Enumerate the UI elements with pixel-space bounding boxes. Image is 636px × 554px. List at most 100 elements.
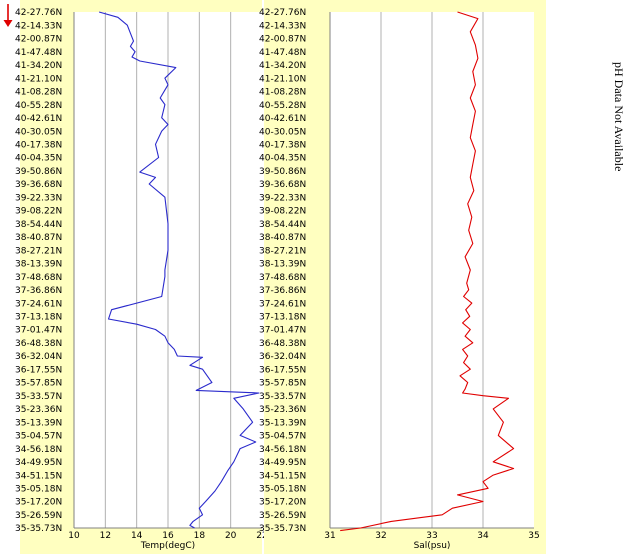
y-tick-label: 36-48.38N (259, 339, 306, 349)
y-tick-label: 36-32.04N (15, 352, 62, 362)
y-tick-label: 35-13.39N (259, 418, 306, 428)
y-tick-label: 35-04.57N (15, 432, 62, 442)
y-tick-label: 35-26.59N (15, 511, 62, 521)
salinity-chart: 31 32 33 34 35 42-27.76N 42-14.33N 42-00.87N 41-… (259, 0, 546, 554)
y-tick-label: 35-57.85N (259, 379, 306, 389)
y-tick-label: 37-36.86N (15, 286, 62, 296)
x-tick-label: 12 (100, 531, 111, 541)
x-axis-label: Sal(psu) (414, 541, 451, 551)
y-tick-label: 34-49.95N (15, 458, 62, 468)
y-tick-label: 39-36.68N (15, 180, 62, 190)
y-tick-label: 40-55.28N (259, 101, 306, 111)
y-tick-label: 41-08.28N (15, 88, 62, 98)
y-tick-label: 38-13.39N (259, 260, 306, 270)
y-tick-label: 38-27.21N (259, 246, 306, 256)
y-tick-label: 35-04.57N (259, 432, 306, 442)
y-tick-label: 36-17.55N (15, 365, 62, 375)
y-tick-label: 41-08.28N (259, 88, 306, 98)
x-tick-label: 33 (426, 531, 437, 541)
y-tick-label: 37-36.86N (259, 286, 306, 296)
y-tick-label: 34-56.18N (259, 445, 306, 455)
y-tick-label: 41-47.48N (15, 48, 62, 58)
y-tick-label: 39-50.86N (15, 167, 62, 177)
y-tick-label: 36-17.55N (259, 365, 306, 375)
y-tick-label: 35-23.36N (259, 405, 306, 415)
y-tick-label: 36-48.38N (15, 339, 62, 349)
y-tick-label: 35-57.85N (15, 379, 62, 389)
y-tick-label: 41-21.10N (259, 74, 306, 84)
y-tick-label: 35-35.73N (259, 524, 306, 534)
x-tick-label: 34 (477, 531, 489, 541)
y-tick-label: 37-13.18N (259, 313, 306, 323)
y-tick-label: 42-00.87N (259, 35, 306, 45)
y-tick-label: 42-00.87N (15, 35, 62, 45)
y-tick-label: 38-40.87N (259, 233, 306, 243)
y-tick-label: 35-35.73N (15, 524, 62, 534)
y-tick-label: 37-13.18N (15, 313, 62, 323)
y-tick-label: 34-51.15N (15, 471, 62, 481)
y-tick-label: 37-01.47N (259, 326, 306, 336)
x-tick-label: 32 (375, 531, 386, 541)
y-tick-label: 35-26.59N (259, 511, 306, 521)
y-tick-label: 39-22.33N (15, 193, 62, 203)
y-tick-label: 35-17.20N (15, 498, 62, 508)
y-tick-label: 35-05.18N (15, 485, 62, 495)
y-tick-label: 40-42.61N (259, 114, 306, 124)
x-tick-label: 35 (528, 531, 539, 541)
direction-arrow-icon (3, 4, 13, 27)
y-tick-label: 41-47.48N (259, 48, 306, 58)
salinity-series-line (340, 11, 515, 532)
y-tick-label: 35-17.20N (259, 498, 306, 508)
x-tick-label: 20 (225, 531, 237, 541)
x-tick-label: 22 (256, 531, 267, 541)
temperature-chart: 10 12 14 16 18 20 22 42-27.76N 42-14.33N 42-00.87… (15, 0, 268, 554)
y-tick-label: 39-36.68N (259, 180, 306, 190)
y-tick-label: 35-33.57N (259, 392, 306, 402)
y-tick-label: 37-48.68N (259, 273, 306, 283)
y-tick-label: 34-49.95N (259, 458, 306, 468)
x-tick-label: 16 (162, 531, 174, 541)
x-tick-label: 18 (194, 531, 206, 541)
ph-unavailable-text: pH Data Not Available (612, 62, 626, 172)
y-tick-label: 38-54.44N (15, 220, 62, 230)
y-tick-label: 35-33.57N (15, 392, 62, 402)
y-tick-label: 37-48.68N (15, 273, 62, 283)
y-tick-label: 39-08.22N (259, 207, 306, 217)
y-tick-label: 37-24.61N (15, 299, 62, 309)
y-tick-label: 38-40.87N (15, 233, 62, 243)
y-tick-label: 41-21.10N (15, 74, 62, 84)
y-tick-label: 35-13.39N (15, 418, 62, 428)
x-tick-label: 10 (68, 531, 80, 541)
y-tick-label: 34-56.18N (15, 445, 62, 455)
y-tick-label: 38-27.21N (15, 246, 62, 256)
y-tick-label: 39-08.22N (15, 207, 62, 217)
y-tick-label: 42-27.76N (259, 8, 306, 18)
y-tick-label: 39-22.33N (259, 193, 306, 203)
y-tick-label: 40-42.61N (15, 114, 62, 124)
y-tick-label: 37-24.61N (259, 299, 306, 309)
y-tick-label: 38-54.44N (259, 220, 306, 230)
y-tick-label: 39-50.86N (259, 167, 306, 177)
y-tick-label: 41-34.20N (259, 61, 306, 71)
ph-unavailable-note: pH Data Not Available (612, 62, 632, 212)
y-tick-label: 42-27.76N (15, 8, 62, 18)
x-tick-label: 31 (324, 531, 335, 541)
y-tick-label: 40-17.38N (259, 141, 306, 151)
y-tick-label: 40-04.35N (15, 154, 62, 164)
y-tick-label: 42-14.33N (259, 21, 306, 31)
y-tick-label: 41-34.20N (15, 61, 62, 71)
y-tick-label: 36-32.04N (259, 352, 306, 362)
y-tick-label: 37-01.47N (15, 326, 62, 336)
x-tick-label: 14 (131, 531, 143, 541)
y-tick-label: 40-04.35N (259, 154, 306, 164)
y-tick-label: 40-30.05N (15, 127, 62, 137)
y-tick-label: 35-05.18N (259, 485, 306, 495)
temperature-series-line (98, 11, 260, 529)
y-tick-label: 38-13.39N (15, 260, 62, 270)
y-tick-label: 40-55.28N (15, 101, 62, 111)
y-tick-label: 40-30.05N (259, 127, 306, 137)
x-axis-label: Temp(degC) (140, 541, 195, 551)
y-tick-label: 34-51.15N (259, 471, 306, 481)
y-tick-label: 42-14.33N (15, 21, 62, 31)
